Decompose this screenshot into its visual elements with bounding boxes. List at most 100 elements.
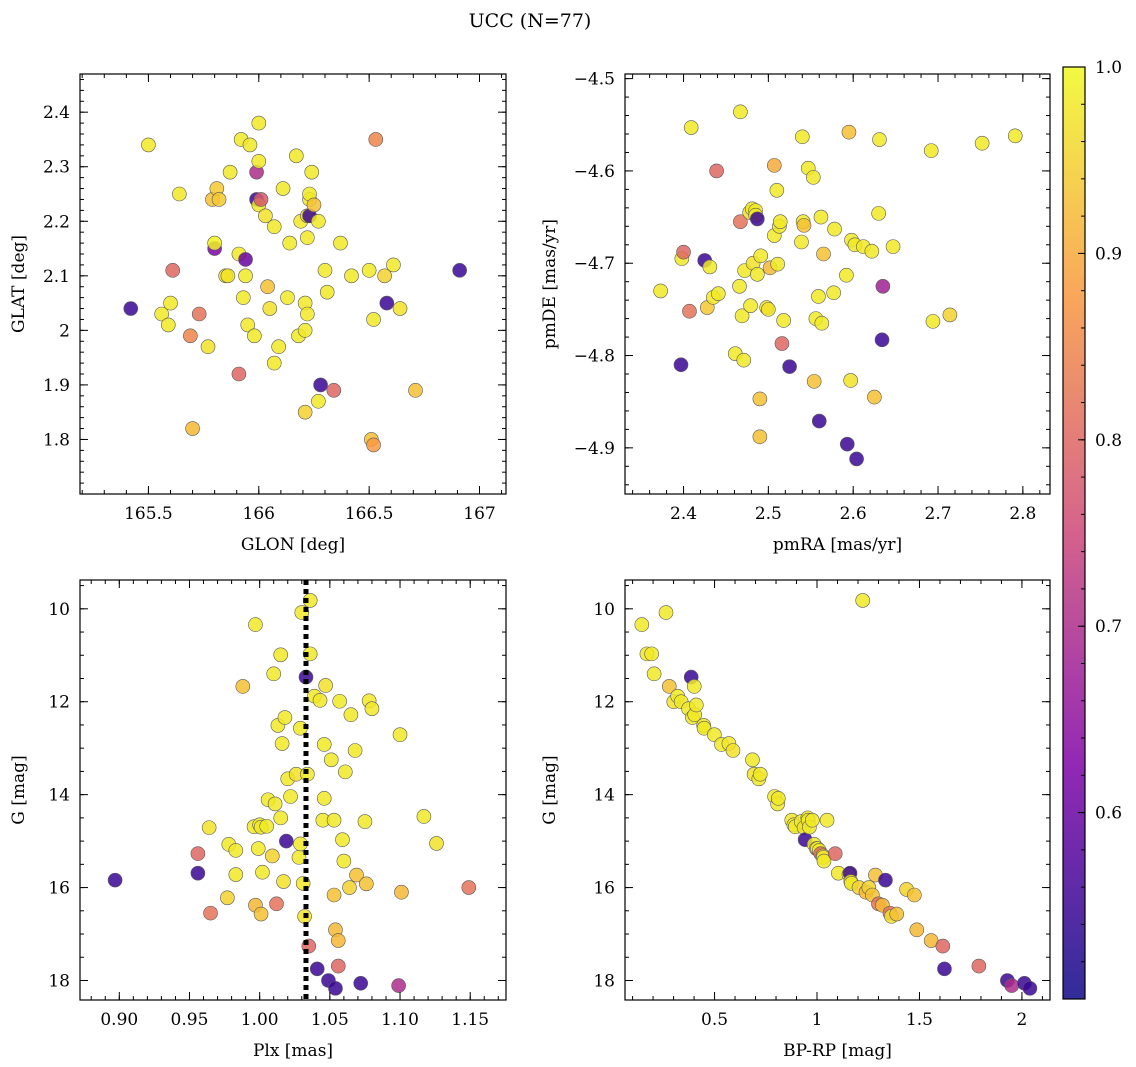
data-point: [750, 267, 765, 282]
data-point: [733, 214, 748, 229]
data-point: [255, 864, 270, 880]
y-tick-label: −4.5: [574, 70, 615, 90]
data-point: [251, 153, 267, 169]
data-point: [752, 766, 768, 782]
data-point: [794, 129, 810, 145]
data-point: [259, 818, 274, 834]
data-point: [207, 235, 222, 251]
data-point: [408, 383, 423, 398]
data-point: [238, 252, 253, 267]
data-point: [843, 373, 858, 388]
y-tick-label: 1.8: [43, 430, 70, 450]
y-tick-label: −4.6: [574, 162, 615, 182]
colorbar-tick-label: 0.8: [1095, 431, 1122, 451]
data-point: [275, 181, 291, 196]
data-point: [689, 697, 704, 713]
data-point: [379, 295, 395, 311]
x-axis-label: BP-RP [mag]: [783, 1041, 892, 1061]
data-point: [452, 263, 467, 278]
data-point: [937, 961, 952, 977]
data-point: [811, 289, 826, 304]
data-point: [274, 736, 290, 751]
data-point: [262, 301, 278, 316]
data-point: [344, 268, 359, 284]
data-point: [154, 306, 169, 322]
data-point: [752, 429, 768, 445]
axes-frame: [624, 579, 1051, 1001]
y-tick-label: −4.7: [574, 254, 615, 274]
data-point: [302, 646, 318, 662]
data-point: [745, 752, 760, 768]
data-point: [318, 678, 333, 693]
x-tick-label: 0.95: [171, 1010, 209, 1030]
data-point: [273, 647, 289, 663]
y-tick-label: 14: [593, 786, 615, 806]
data-point: [776, 313, 791, 328]
figure-title: UCC (N=77): [469, 10, 592, 32]
data-point: [885, 239, 901, 254]
data-point: [743, 298, 758, 313]
data-points: [634, 593, 1038, 996]
data-point: [796, 218, 812, 233]
y-tick-label: 2.3: [43, 158, 70, 178]
data-point: [872, 132, 887, 147]
data-point: [258, 208, 273, 224]
x-tick-label: 2.7: [925, 504, 952, 524]
data-points: [123, 115, 467, 453]
data-point: [279, 833, 294, 849]
data-point: [889, 906, 905, 922]
data-point: [971, 958, 987, 974]
data-point: [260, 279, 275, 295]
data-point: [200, 339, 216, 355]
y-tick-label: 2.1: [43, 267, 70, 287]
data-point: [874, 332, 890, 348]
data-point: [867, 389, 882, 405]
colorbar-tick-label: 0.9: [1095, 244, 1122, 264]
data-point: [326, 887, 342, 903]
data-point: [794, 234, 809, 250]
scatter-panel-1: 165.5 166 166.5 167 1.8 1.9 2 2.1 2.2 2.3 2.4 GLON …: [9, 73, 507, 555]
data-point: [271, 339, 286, 355]
data-point: [725, 743, 741, 758]
y-tick-label: 2: [59, 321, 70, 341]
y-tick-label: 10: [48, 600, 70, 620]
data-point: [942, 307, 958, 323]
data-point: [335, 832, 350, 848]
x-tick-label: 1: [812, 1010, 823, 1030]
data-point: [306, 197, 322, 213]
data-point: [855, 593, 871, 608]
data-point: [228, 867, 244, 882]
data-point: [211, 192, 227, 207]
data-point: [165, 263, 180, 278]
data-point: [316, 737, 332, 752]
data-point: [309, 961, 325, 977]
scatter-panel-2: 2.4 2.5 2.6 2.7 2.8 −4.9 −4.8 −4.7 −4.6 −4.5 pmRA …: [540, 70, 1051, 555]
data-point: [248, 617, 263, 632]
data-point: [734, 308, 750, 324]
axes-frame: [79, 579, 507, 1001]
data-point: [644, 646, 659, 662]
y-tick-label: 14: [48, 786, 70, 806]
data-point: [253, 192, 269, 207]
data-point: [359, 876, 374, 892]
data-point: [201, 820, 217, 835]
data-point: [766, 158, 782, 173]
data-point: [277, 710, 293, 725]
data-point: [282, 235, 297, 251]
x-tick-label: 0.5: [701, 1010, 728, 1030]
data-point: [289, 148, 304, 164]
data-point: [676, 244, 691, 260]
data-point: [364, 701, 380, 716]
y-tick-label: 18: [48, 971, 70, 991]
data-point: [782, 359, 797, 374]
data-point: [107, 872, 123, 888]
data-point: [925, 314, 941, 329]
data-point: [841, 124, 857, 140]
axes-frame: [624, 73, 1051, 495]
data-point: [332, 693, 347, 709]
data-point: [461, 880, 477, 895]
data-point: [220, 268, 236, 284]
data-point: [317, 263, 333, 278]
x-tick-label: 2.6: [840, 504, 867, 524]
data-point: [733, 104, 748, 120]
